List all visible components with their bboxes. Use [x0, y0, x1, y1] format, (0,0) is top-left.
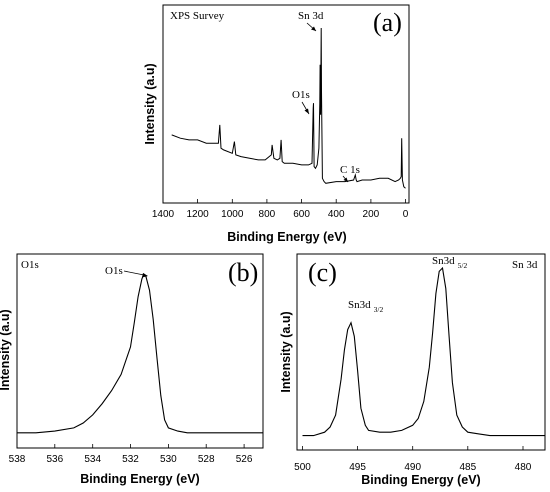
annotation-sn3d-survey: Sn 3d	[298, 10, 324, 22]
panel-a-title: XPS Survey	[170, 10, 225, 22]
x-tick-label-b-528: 528	[198, 454, 215, 465]
x-tick-label-b-538: 538	[9, 454, 26, 465]
x-tick-label-c-500: 500	[294, 462, 311, 473]
annotation-sn3d-5-2-main: Sn3d	[432, 255, 455, 267]
series-line-c-group	[302, 266, 545, 437]
y-axis-label-c: Intensity (a.u)	[279, 311, 293, 392]
x-tick-label-c-480: 480	[515, 462, 532, 473]
annotation-sn3d-3-2-main: Sn3d	[348, 299, 371, 311]
x-tick-label-c-495: 495	[349, 462, 366, 473]
x-tick-label-c-490: 490	[404, 462, 421, 473]
x-tick-label-b-536: 536	[46, 454, 63, 465]
x-tick-label-a-1200: 1200	[186, 209, 209, 220]
plot-frame-c	[296, 253, 546, 451]
annotation-arrowhead-c1s	[343, 177, 348, 182]
annotation-o1s-survey: O1s	[292, 89, 310, 101]
x-tick-label-b-526: 526	[236, 454, 253, 465]
panel-b-o1s: 538 536 534 532 530 528 526 O1s (b) O1s Intens…	[0, 253, 264, 486]
x-axis-label-c: Binding Energy (eV)	[361, 473, 480, 487]
series-line-a	[171, 27, 406, 189]
x-tick-label-a-400: 400	[328, 209, 345, 220]
x-tick-label-b-532: 532	[122, 454, 139, 465]
x-tick-label-a-1400: 1400	[152, 209, 175, 220]
plot-frame-b	[16, 253, 264, 449]
annotation-sn3d-5-2: Sn3d 5/2	[432, 255, 467, 270]
x-tick-label-b-530: 530	[160, 454, 177, 465]
x-ticks-a: 1400 1200 1000 800 600 400 200 0	[152, 199, 409, 220]
x-tick-label-a-800: 800	[259, 209, 276, 220]
panel-a-xps-survey: 1400 1200 1000 800 600 400 200 0 XPS Survey (a)…	[143, 4, 410, 244]
annotation-arrowhead-o1s	[304, 108, 309, 114]
panel-b-title: O1s	[21, 259, 39, 271]
series-line-b-group	[17, 273, 263, 434]
annotation-c1s-survey: C 1s	[340, 164, 360, 176]
panel-b-letter: (b)	[228, 258, 258, 287]
x-axis-label-a: Binding Energy (eV)	[227, 230, 346, 244]
annotation-arrowhead-o1s-peak	[142, 273, 148, 278]
x-axis-label-b: Binding Energy (eV)	[80, 472, 199, 486]
y-axis-label-b: Intensity (a.u)	[0, 309, 12, 390]
series-line-a-group	[171, 27, 406, 189]
x-ticks-b: 538 536 534 532 530 528 526	[9, 444, 253, 465]
y-axis-label-a: Intensity (a.u)	[143, 63, 157, 144]
x-tick-label-a-0: 0	[403, 209, 409, 220]
series-line-b	[17, 273, 263, 434]
panel-c-letter: (c)	[308, 258, 337, 287]
plot-frame-a	[162, 4, 410, 204]
annotation-o1s-peak: O1s	[105, 265, 123, 277]
panel-c-sn3d: 500 495 490 485 480 Sn 3d (c) Sn3d 3/2 Sn3d 5/…	[279, 253, 546, 487]
panel-a-letter: (a)	[373, 8, 402, 37]
annotation-arrowhead-sn3d	[311, 26, 316, 31]
x-tick-label-a-200: 200	[363, 209, 380, 220]
x-ticks-c: 500 495 490 485 480	[294, 446, 532, 473]
annotation-sn3d-3-2: Sn3d 3/2	[348, 299, 383, 314]
annotation-sn3d-3-2-sub: 3/2	[374, 305, 384, 314]
series-line-c	[302, 266, 545, 437]
x-tick-label-b-534: 534	[84, 454, 101, 465]
x-tick-label-c-485: 485	[459, 462, 476, 473]
x-tick-label-a-600: 600	[293, 209, 310, 220]
annotation-sn3d-5-2-sub: 5/2	[458, 261, 468, 270]
panel-c-title: Sn 3d	[512, 259, 538, 271]
x-tick-label-a-1000: 1000	[221, 209, 244, 220]
annotation-arrow-o1s-peak	[123, 270, 145, 276]
